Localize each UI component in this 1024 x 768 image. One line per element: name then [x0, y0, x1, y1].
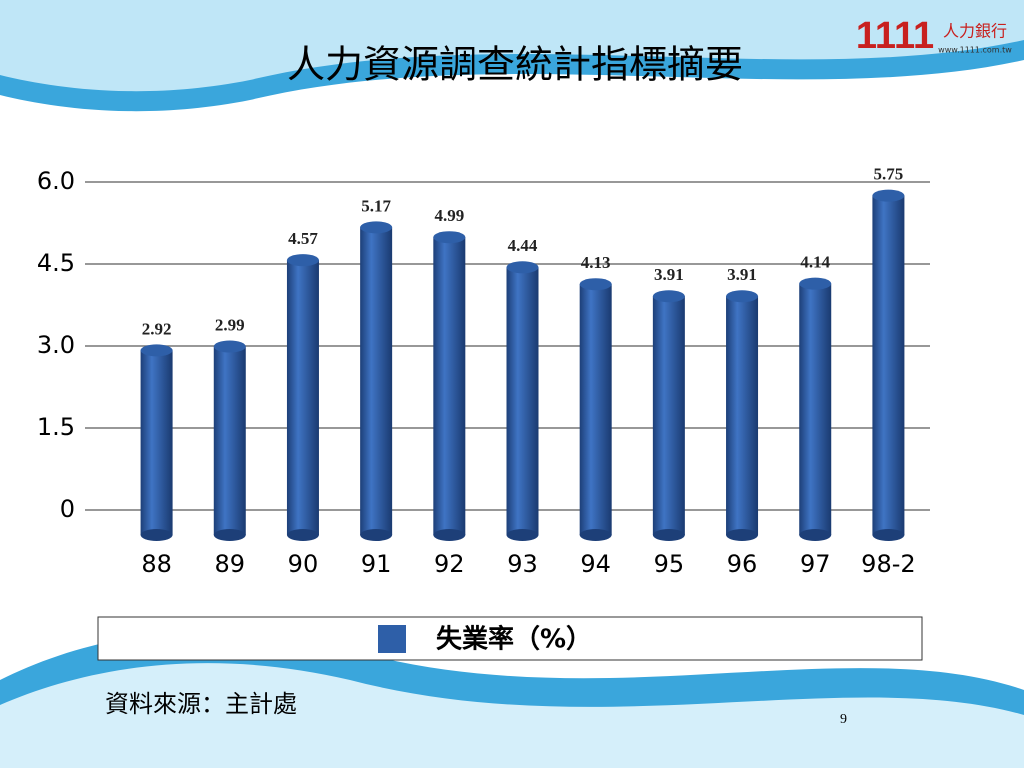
bar-base: [652, 529, 685, 541]
value-label: 2.92: [142, 319, 172, 338]
value-label: 2.99: [215, 315, 245, 334]
bar: [872, 195, 905, 535]
x-tick-label: 92: [434, 550, 465, 578]
bar-base: [506, 529, 539, 541]
bar-base: [433, 529, 466, 541]
logo-number: 1111: [856, 15, 934, 57]
x-tick-label: 89: [214, 550, 245, 578]
bar-cap: [652, 290, 685, 303]
x-tick-label: 93: [507, 550, 538, 578]
source-note: 資料來源：主計處: [105, 690, 297, 718]
value-label: 3.91: [727, 265, 757, 284]
bar-cap: [213, 340, 246, 353]
x-tick-label: 88: [141, 550, 172, 578]
bar: [799, 283, 832, 535]
value-label: 5.17: [361, 196, 391, 215]
y-tick-label: 1.5: [37, 413, 75, 441]
bar-cap: [506, 261, 539, 274]
bar-cap: [872, 189, 905, 202]
x-tick-label: 96: [727, 550, 758, 578]
bar-cap: [140, 344, 173, 357]
value-label: 3.91: [654, 265, 684, 284]
y-tick-label: 0: [60, 495, 75, 523]
legend-label: 失業率（%）: [436, 624, 592, 655]
value-label: 4.14: [800, 253, 830, 272]
bar-cap: [726, 290, 759, 303]
bar-cap: [360, 221, 393, 234]
wave-bottom-light: [0, 663, 1024, 768]
x-tick-label: 95: [654, 550, 685, 578]
y-tick-label: 3.0: [37, 331, 75, 359]
bar-base: [872, 529, 905, 541]
logo-name: 人力銀行: [943, 22, 1007, 41]
bar-cap: [433, 231, 466, 244]
value-label: 4.13: [581, 253, 611, 272]
bar: [286, 260, 319, 535]
bar: [652, 296, 685, 535]
logo-url: www.1111.com.tw: [938, 46, 1012, 55]
bar: [433, 237, 466, 536]
value-label: 4.57: [288, 229, 318, 248]
bar-cap: [799, 277, 832, 290]
bar-base: [213, 529, 246, 541]
bar: [726, 296, 759, 535]
bar: [360, 227, 393, 535]
legend-box: [97, 616, 923, 661]
wave-top-light: [0, 0, 1024, 92]
bar-base: [140, 529, 173, 541]
bar-base: [579, 529, 612, 541]
bar-base: [360, 529, 393, 541]
x-tick-label: 97: [800, 550, 831, 578]
slide-title: 人力資源調查統計指標摘要: [287, 43, 743, 87]
x-tick-label: 98-2: [861, 550, 915, 578]
page-number: 9: [840, 712, 847, 727]
bar: [579, 284, 612, 535]
value-label: 5.75: [874, 165, 904, 184]
bar: [506, 267, 539, 535]
x-tick-label: 90: [288, 550, 319, 578]
value-label: 4.99: [434, 206, 464, 225]
bar: [213, 346, 246, 535]
bar-cap: [286, 254, 319, 267]
x-tick-label: 94: [580, 550, 611, 578]
legend-swatch: [378, 625, 406, 653]
y-tick-label: 4.5: [37, 249, 75, 277]
bar-cap: [579, 278, 612, 291]
value-label: 4.44: [508, 236, 538, 255]
y-tick-label: 6.0: [37, 167, 75, 195]
bar-base: [726, 529, 759, 541]
bar-base: [286, 529, 319, 541]
bar: [140, 350, 173, 535]
x-tick-label: 91: [361, 550, 392, 578]
bar-base: [799, 529, 832, 541]
